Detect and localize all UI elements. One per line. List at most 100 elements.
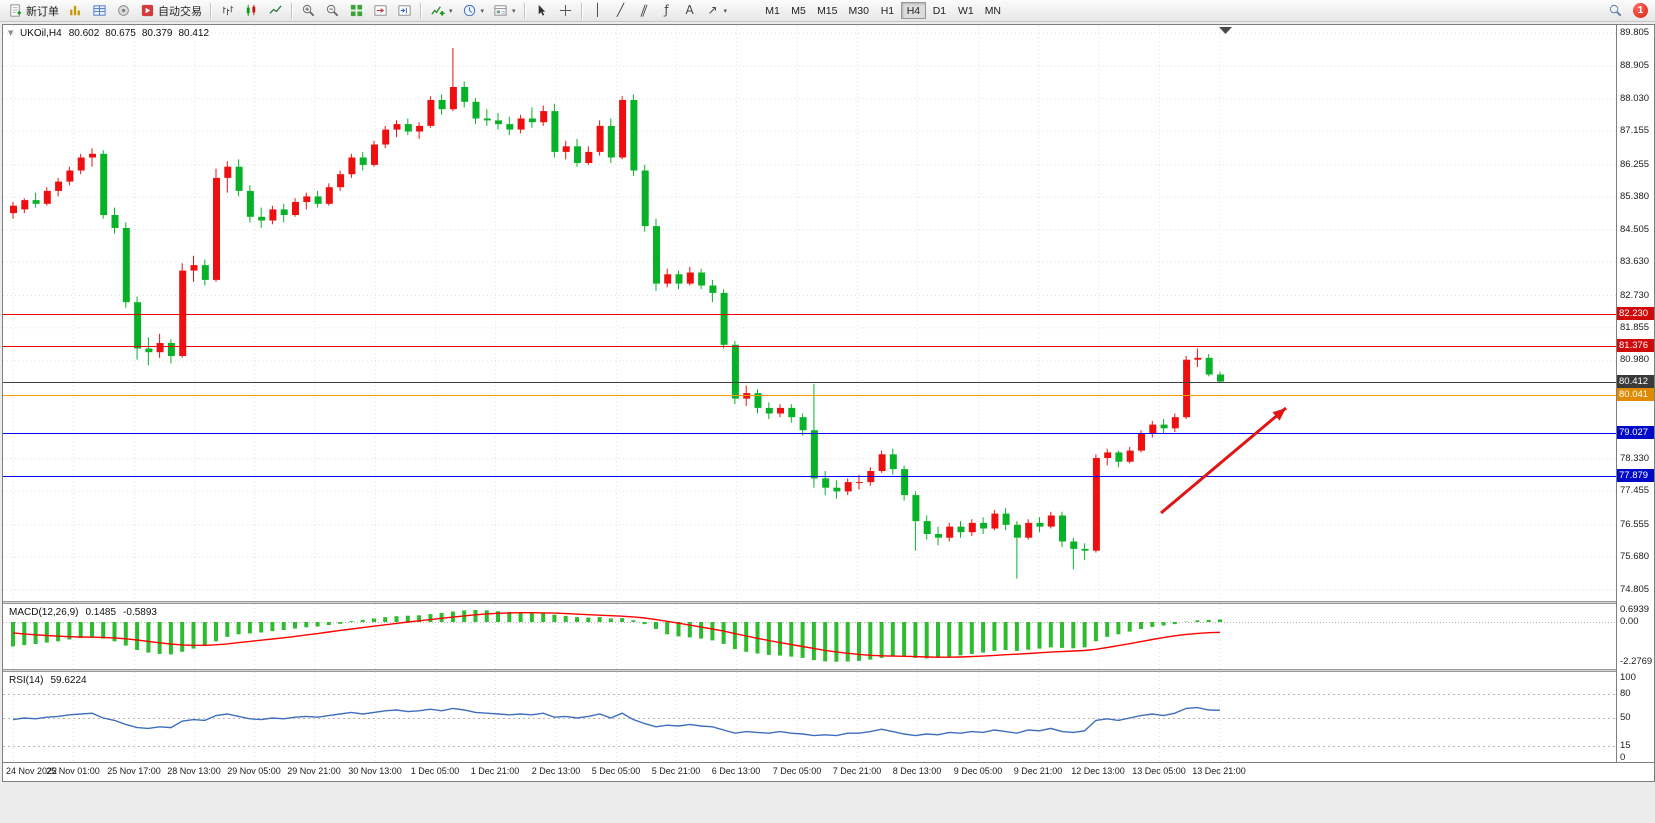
timeframe-mn-button[interactable]: MN <box>980 2 1006 19</box>
zoom-out-button[interactable] <box>321 1 344 20</box>
fibonacci-button[interactable]: ƒ <box>656 1 678 20</box>
vertical-line-button[interactable]: │ <box>587 1 609 20</box>
macd-panel[interactable] <box>3 604 1616 669</box>
chart-shift-button[interactable] <box>393 1 416 20</box>
crosshair-icon <box>559 4 571 17</box>
chart-shift-icon <box>398 5 411 16</box>
timeframe-m5-button[interactable]: M5 <box>786 2 811 19</box>
price-scale-label: 76.555 <box>1620 518 1650 530</box>
chart-title: UKOil,H4 80.602 80.675 80.379 80.412 <box>20 28 209 39</box>
tile-windows-button[interactable] <box>345 1 368 20</box>
time-axis[interactable]: 24 Nov 2022 25 Nov 01:00 25 Nov 17:00 28 No… <box>3 762 1654 781</box>
rsi-scale-label: 50 <box>1620 712 1631 723</box>
time-axis-label: 25 Nov 01:00 <box>46 766 100 776</box>
timeframe-h4-button[interactable]: H4 <box>900 2 926 19</box>
macd-main-value: 0.1485 <box>85 607 117 618</box>
channel-button[interactable]: ∥ <box>633 1 655 20</box>
low-value: 80.379 <box>141 28 173 39</box>
timeframe-m15-button[interactable]: M15 <box>812 2 842 19</box>
toolbar-separator <box>580 2 583 19</box>
autotrading-label: 自动交易 <box>158 5 202 18</box>
text-label-icon: A <box>685 3 694 17</box>
timeframe-h1-button[interactable]: H1 <box>875 2 900 19</box>
templates-button[interactable]: ▾ <box>489 1 520 20</box>
auto-scroll-icon <box>374 5 387 16</box>
main-toolbar: 新订单 自动交易 <box>0 0 1655 22</box>
channel-icon: ∥ <box>638 3 650 17</box>
market-watch-icon <box>70 5 80 16</box>
toolbar-separator <box>523 2 526 19</box>
price-scale-label: 83.630 <box>1620 256 1650 268</box>
macd-label: MACD(12,26,9) 0.1485 -0.5893 <box>9 607 157 618</box>
price-scale-label: 81.855 <box>1620 321 1650 333</box>
price-scale-label: 87.155 <box>1620 125 1650 137</box>
tile-windows-icon <box>350 4 363 17</box>
price-scale-label: 86.255 <box>1620 158 1650 170</box>
arrows-button[interactable]: ↗ ▾ <box>702 1 732 20</box>
market-watch-button[interactable] <box>64 1 87 20</box>
chevron-down-icon: ▾ <box>449 6 453 15</box>
notification-badge[interactable]: 1 <box>1633 3 1648 18</box>
time-axis-label: 29 Nov 21:00 <box>287 766 341 776</box>
chart-candles-button[interactable] <box>240 1 263 20</box>
trend-arrow-annotation[interactable] <box>1160 406 1287 515</box>
chart-bars-button[interactable] <box>216 1 239 20</box>
chevron-down-icon: ▾ <box>480 6 485 15</box>
indicators-button[interactable]: ▾ <box>426 1 457 20</box>
time-axis-label: 2 Dec 13:00 <box>531 766 581 776</box>
ohlc-values: 80.602 80.675 80.379 80.412 <box>69 28 209 39</box>
price-chart[interactable] <box>3 25 1616 601</box>
rsi-value: 59.6224 <box>50 675 87 686</box>
autotrading-icon <box>141 4 154 17</box>
fibonacci-icon: ƒ <box>664 3 669 17</box>
time-axis-label: 29 Nov 05:00 <box>227 766 281 776</box>
time-axis-label: 8 Dec 13:00 <box>892 766 942 776</box>
time-axis-label: 1 Dec 21:00 <box>470 766 520 776</box>
rsi-line <box>12 706 1221 737</box>
chart-line-button[interactable] <box>264 1 287 20</box>
periods-button[interactable]: ▾ <box>458 1 489 20</box>
auto-scroll-button[interactable] <box>369 1 392 20</box>
price-scale-label: 84.505 <box>1620 223 1650 235</box>
macd-scale-label: 0.00 <box>1620 616 1639 627</box>
toolbar-separator <box>291 2 293 19</box>
search-button[interactable] <box>1604 1 1627 20</box>
price-tag: 77.879 <box>1617 468 1654 482</box>
toolbar-separator <box>210 2 212 19</box>
one-click-trading-toggle[interactable]: ▼ <box>8 29 14 37</box>
zoom-in-button[interactable] <box>297 1 320 20</box>
price-tag: 80.412 <box>1617 374 1654 388</box>
cursor-icon <box>538 4 545 16</box>
timeframe-d1-button[interactable]: D1 <box>927 2 952 19</box>
rsi-panel[interactable] <box>3 672 1616 762</box>
price-tag: 82.230 <box>1617 307 1654 320</box>
time-axis-label: 24 Nov 2022 <box>6 766 58 776</box>
time-axis-label: 1 Dec 05:00 <box>410 766 460 776</box>
price-tag: 81.376 <box>1617 338 1654 352</box>
timeframe-w1-button[interactable]: W1 <box>953 2 979 19</box>
rsi-panel-splitter[interactable] <box>3 669 1654 672</box>
data-window-icon <box>93 5 106 16</box>
macd-name: MACD(12,26,9) <box>9 607 79 618</box>
crosshair-button[interactable] <box>554 1 577 20</box>
macd-histogram <box>11 609 1222 662</box>
data-window-button[interactable] <box>88 1 111 20</box>
trendline-icon: ╱ <box>616 3 625 17</box>
timeframe-m1-button[interactable]: M1 <box>760 2 785 19</box>
text-label-button[interactable]: A <box>679 1 701 20</box>
price-scale[interactable]: 89.805 88.905 88.030 87.155 86.255 85.380 84.5… <box>1616 25 1654 763</box>
close-value: 80.412 <box>178 28 210 39</box>
autotrading-button[interactable]: 自动交易 <box>136 1 206 20</box>
trendline-button[interactable]: ╱ <box>610 1 632 20</box>
time-axis-label: 5 Dec 05:00 <box>591 766 641 776</box>
zoom-out-icon <box>326 4 339 17</box>
grid-layer <box>3 25 1616 601</box>
cursor-button[interactable] <box>530 1 553 20</box>
time-axis-label: 9 Dec 05:00 <box>953 766 1003 776</box>
macd-panel-splitter[interactable] <box>3 601 1654 604</box>
new-order-button[interactable]: 新订单 <box>4 1 63 20</box>
timeframe-m30-button[interactable]: M30 <box>844 2 874 19</box>
time-axis-label: 7 Dec 05:00 <box>772 766 822 776</box>
navigator-button[interactable] <box>112 1 135 20</box>
